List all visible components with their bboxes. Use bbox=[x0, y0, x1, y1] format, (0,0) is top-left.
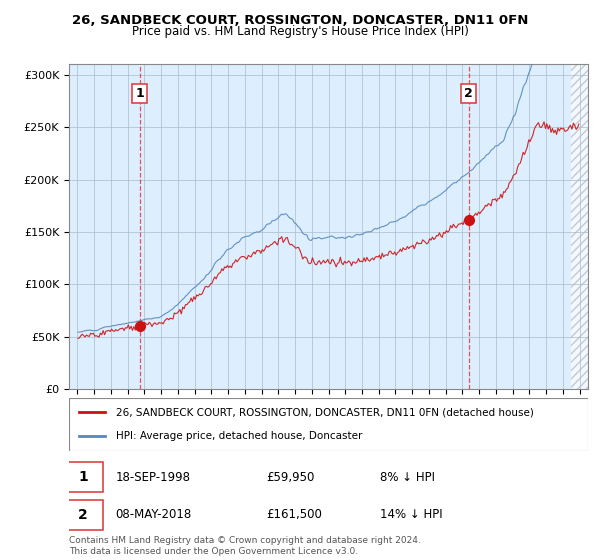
Text: 2: 2 bbox=[464, 87, 473, 100]
Text: 26, SANDBECK COURT, ROSSINGTON, DONCASTER, DN11 0FN (detached house): 26, SANDBECK COURT, ROSSINGTON, DONCASTE… bbox=[116, 408, 533, 418]
Text: HPI: Average price, detached house, Doncaster: HPI: Average price, detached house, Donc… bbox=[116, 431, 362, 441]
Text: 08-MAY-2018: 08-MAY-2018 bbox=[116, 508, 192, 521]
Text: Price paid vs. HM Land Registry's House Price Index (HPI): Price paid vs. HM Land Registry's House … bbox=[131, 25, 469, 38]
FancyBboxPatch shape bbox=[64, 500, 103, 530]
Text: £161,500: £161,500 bbox=[266, 508, 322, 521]
Text: 1: 1 bbox=[78, 470, 88, 484]
Text: £59,950: £59,950 bbox=[266, 471, 314, 484]
FancyBboxPatch shape bbox=[69, 398, 588, 451]
Text: 18-SEP-1998: 18-SEP-1998 bbox=[116, 471, 191, 484]
Text: 26, SANDBECK COURT, ROSSINGTON, DONCASTER, DN11 0FN: 26, SANDBECK COURT, ROSSINGTON, DONCASTE… bbox=[72, 14, 528, 27]
Text: 14% ↓ HPI: 14% ↓ HPI bbox=[380, 508, 443, 521]
Text: Contains HM Land Registry data © Crown copyright and database right 2024.
This d: Contains HM Land Registry data © Crown c… bbox=[69, 536, 421, 556]
Text: 8% ↓ HPI: 8% ↓ HPI bbox=[380, 471, 436, 484]
FancyBboxPatch shape bbox=[64, 463, 103, 492]
Bar bbox=[571, 64, 588, 389]
Text: 2: 2 bbox=[78, 508, 88, 522]
Text: 1: 1 bbox=[135, 87, 144, 100]
Bar bbox=[571, 64, 588, 389]
